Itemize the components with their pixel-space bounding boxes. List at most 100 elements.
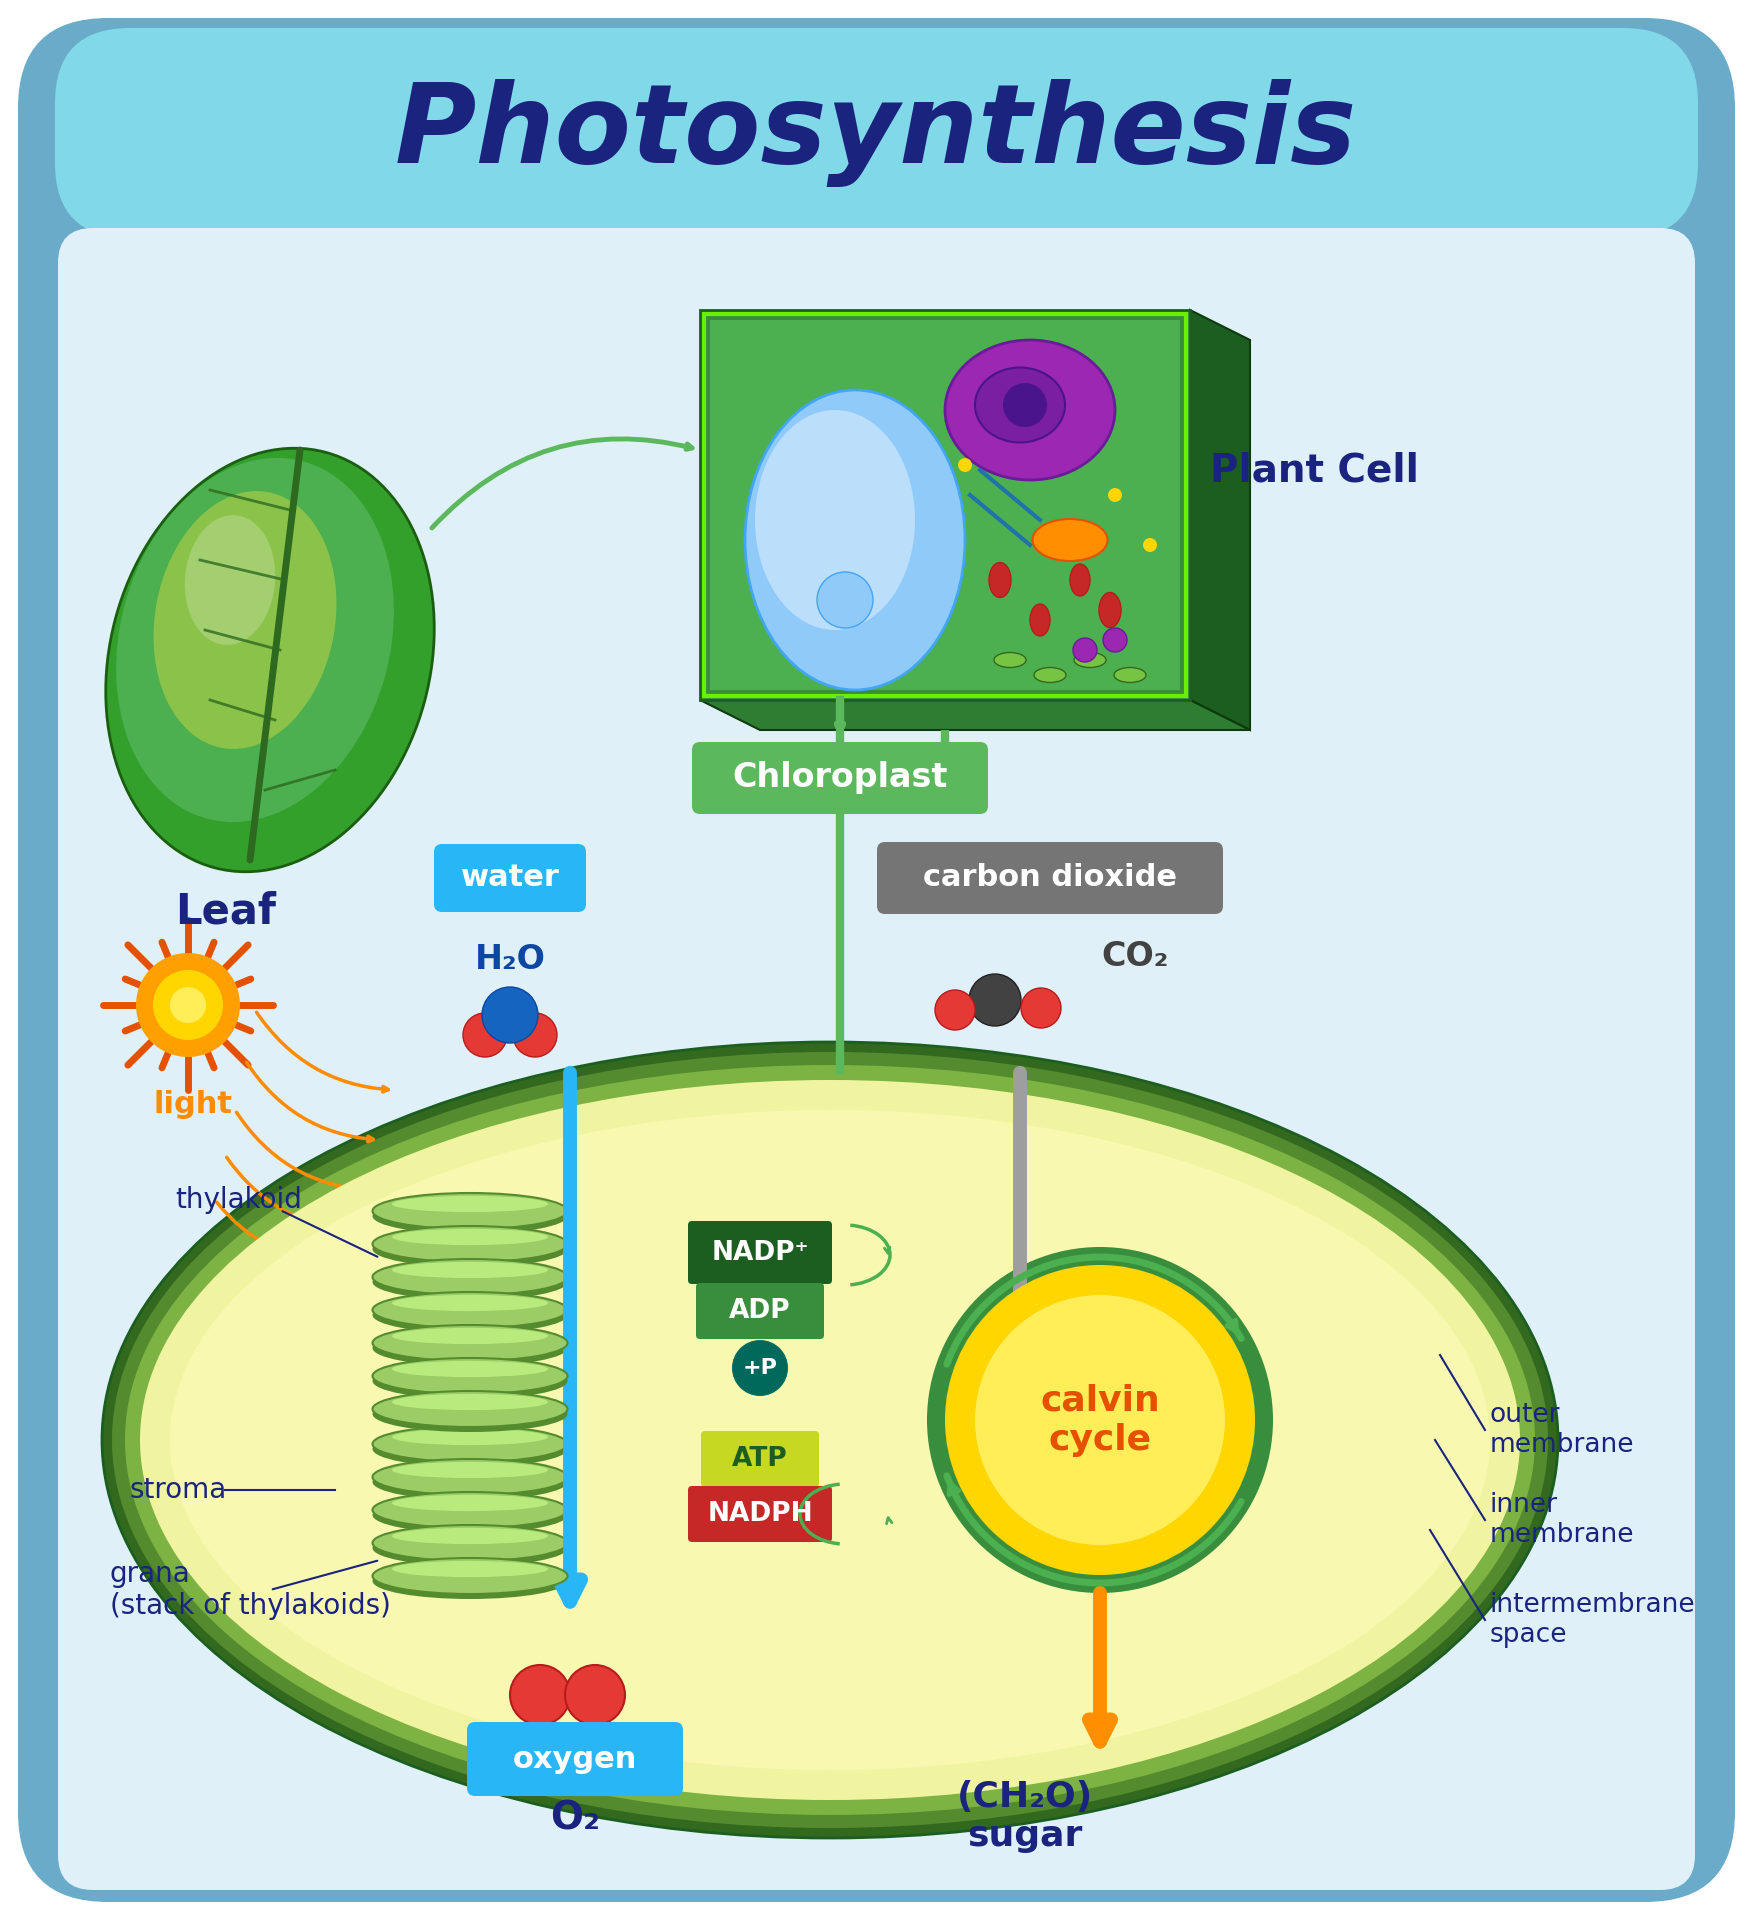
Ellipse shape [393, 1428, 549, 1446]
Ellipse shape [372, 1498, 568, 1532]
Text: stroma: stroma [130, 1476, 228, 1503]
Circle shape [1103, 628, 1127, 653]
Circle shape [927, 1246, 1273, 1594]
Text: Photosynthesis: Photosynthesis [394, 79, 1357, 186]
Ellipse shape [102, 1043, 1558, 1837]
FancyBboxPatch shape [58, 228, 1695, 1889]
Ellipse shape [393, 1294, 549, 1311]
Text: Leaf: Leaf [175, 891, 275, 931]
Ellipse shape [393, 1496, 549, 1511]
Ellipse shape [393, 1394, 549, 1409]
Polygon shape [1190, 309, 1250, 730]
Ellipse shape [989, 563, 1011, 597]
Circle shape [945, 1265, 1255, 1574]
Text: CO₂: CO₂ [1101, 941, 1169, 973]
Text: intermembrane
space: intermembrane space [1490, 1592, 1695, 1647]
Ellipse shape [105, 447, 435, 872]
FancyBboxPatch shape [466, 1722, 684, 1795]
Text: ADP: ADP [729, 1298, 791, 1325]
Ellipse shape [393, 1229, 549, 1244]
FancyBboxPatch shape [696, 1283, 824, 1338]
Ellipse shape [112, 1052, 1548, 1828]
Ellipse shape [393, 1461, 549, 1478]
Ellipse shape [975, 367, 1066, 442]
FancyBboxPatch shape [692, 741, 989, 814]
Circle shape [137, 952, 240, 1058]
Ellipse shape [372, 1263, 568, 1300]
Ellipse shape [372, 1260, 568, 1294]
Ellipse shape [393, 1196, 549, 1212]
Ellipse shape [184, 515, 275, 645]
Ellipse shape [372, 1524, 568, 1561]
Ellipse shape [372, 1198, 568, 1235]
Ellipse shape [372, 1192, 568, 1229]
Text: ATP: ATP [733, 1446, 787, 1473]
Text: O₂: O₂ [550, 1801, 600, 1837]
FancyBboxPatch shape [699, 309, 1190, 701]
Circle shape [482, 987, 538, 1043]
Circle shape [733, 1340, 789, 1396]
Text: calvin
cycle: calvin cycle [1040, 1382, 1160, 1457]
Ellipse shape [945, 340, 1115, 480]
FancyBboxPatch shape [687, 1486, 833, 1542]
Text: +P: +P [743, 1357, 777, 1379]
Ellipse shape [393, 1528, 549, 1544]
Ellipse shape [372, 1530, 568, 1567]
Circle shape [1020, 989, 1061, 1027]
Ellipse shape [372, 1363, 568, 1400]
Ellipse shape [745, 390, 964, 689]
Ellipse shape [372, 1325, 568, 1361]
Circle shape [564, 1665, 626, 1724]
Ellipse shape [372, 1396, 568, 1432]
Text: inner
membrane: inner membrane [1490, 1492, 1634, 1548]
Circle shape [514, 1014, 557, 1058]
Circle shape [510, 1665, 570, 1724]
Ellipse shape [372, 1427, 568, 1461]
Text: H₂O: H₂O [475, 943, 545, 975]
Ellipse shape [994, 653, 1026, 668]
FancyBboxPatch shape [435, 845, 586, 912]
Ellipse shape [372, 1231, 568, 1267]
Ellipse shape [372, 1563, 568, 1599]
Circle shape [969, 973, 1020, 1025]
Ellipse shape [393, 1329, 549, 1344]
Ellipse shape [116, 457, 394, 822]
Text: NADPH: NADPH [706, 1501, 813, 1526]
Text: thylakoid: thylakoid [175, 1187, 302, 1213]
Ellipse shape [372, 1357, 568, 1394]
Ellipse shape [1033, 518, 1108, 561]
Ellipse shape [1069, 564, 1090, 595]
Ellipse shape [1113, 668, 1146, 682]
Circle shape [934, 991, 975, 1029]
Text: (CH₂O)
sugar: (CH₂O) sugar [957, 1780, 1094, 1853]
Ellipse shape [372, 1557, 568, 1594]
Circle shape [975, 1294, 1225, 1546]
Ellipse shape [1099, 593, 1120, 628]
Text: carbon dioxide: carbon dioxide [924, 864, 1176, 893]
Ellipse shape [1031, 605, 1050, 636]
Circle shape [463, 1014, 507, 1058]
Text: water: water [461, 864, 559, 893]
Ellipse shape [372, 1463, 568, 1500]
Ellipse shape [372, 1492, 568, 1528]
Circle shape [1003, 382, 1047, 426]
Circle shape [1143, 538, 1157, 553]
Ellipse shape [372, 1390, 568, 1427]
Ellipse shape [170, 1110, 1490, 1770]
Text: NADP⁺: NADP⁺ [712, 1240, 808, 1265]
Ellipse shape [372, 1430, 568, 1467]
Circle shape [153, 970, 223, 1041]
Ellipse shape [372, 1331, 568, 1365]
Ellipse shape [1075, 653, 1106, 668]
Ellipse shape [372, 1459, 568, 1496]
Text: oxygen: oxygen [514, 1745, 636, 1774]
FancyBboxPatch shape [687, 1221, 833, 1284]
Circle shape [1073, 637, 1097, 662]
Ellipse shape [372, 1227, 568, 1261]
Ellipse shape [393, 1361, 549, 1377]
Ellipse shape [372, 1292, 568, 1329]
Ellipse shape [154, 492, 337, 749]
Circle shape [170, 987, 207, 1023]
Ellipse shape [756, 411, 915, 630]
Ellipse shape [140, 1079, 1520, 1801]
